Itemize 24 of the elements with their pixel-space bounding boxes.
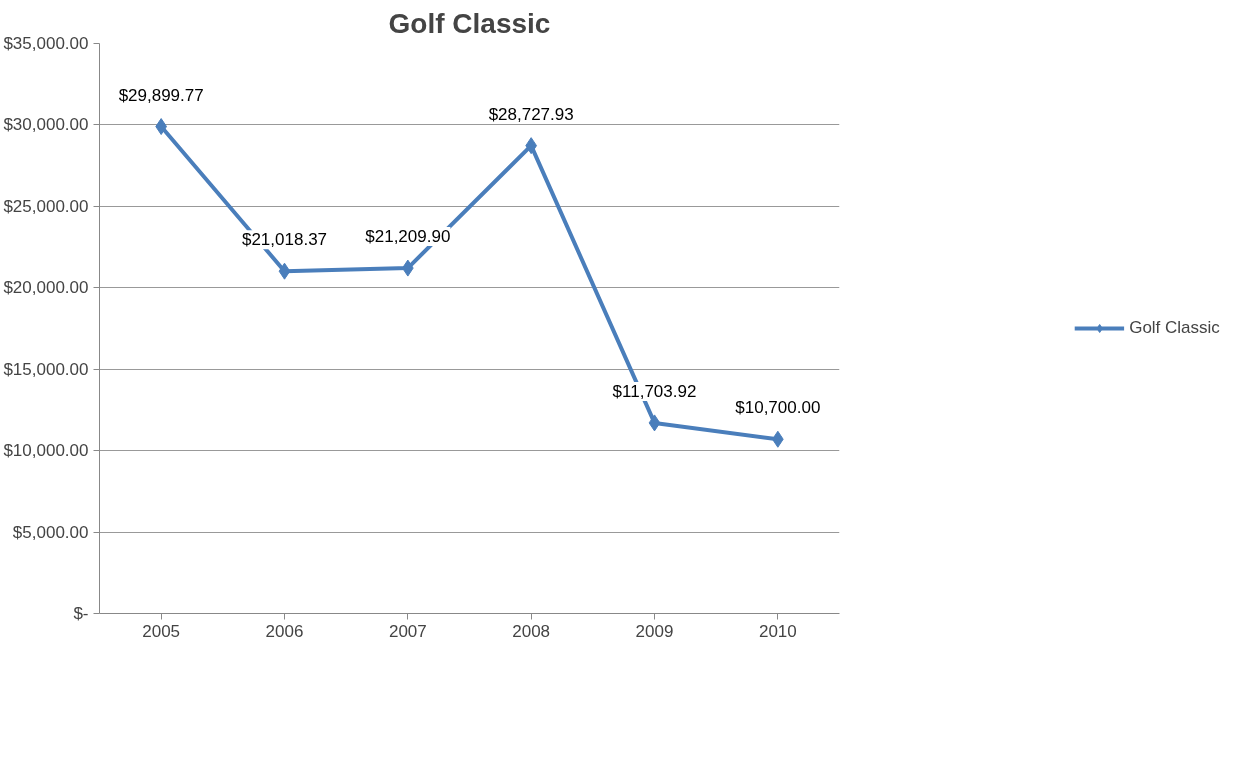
data-label: $28,727.93 [488, 104, 574, 124]
y-tick-label: $30,000.00 [3, 115, 89, 135]
data-label: $11,703.92 [612, 381, 697, 401]
x-tick-label: 2010 [758, 621, 797, 641]
data-label: $29,899.77 [118, 85, 204, 105]
y-tick-label: $20,000.00 [3, 278, 89, 298]
point [648, 414, 661, 432]
x-tick-label: 2006 [265, 621, 304, 641]
x-tick-label: 2007 [388, 621, 427, 641]
x-tick-label: 2009 [635, 621, 674, 641]
y-tick-label: $10,000.00 [3, 441, 89, 461]
data-label: $21,209.90 [365, 227, 451, 247]
data-label: $10,700.00 [735, 398, 821, 418]
y-tick-label: $5,000.00 [12, 522, 89, 542]
y-tick-label: $15,000.00 [3, 359, 89, 379]
y-tick-label: $25,000.00 [3, 196, 89, 216]
chart-title: Golf Classic [388, 7, 551, 39]
data-label: $21,018.37 [241, 230, 328, 250]
point [278, 262, 291, 280]
x-tick-label: 2008 [512, 621, 551, 641]
legend-label: Golf Classic [1129, 318, 1220, 338]
y-tick-label: $- [73, 604, 89, 623]
x-tick-label: 2005 [142, 621, 181, 641]
y-tick-label: $35,000.00 [3, 34, 89, 53]
